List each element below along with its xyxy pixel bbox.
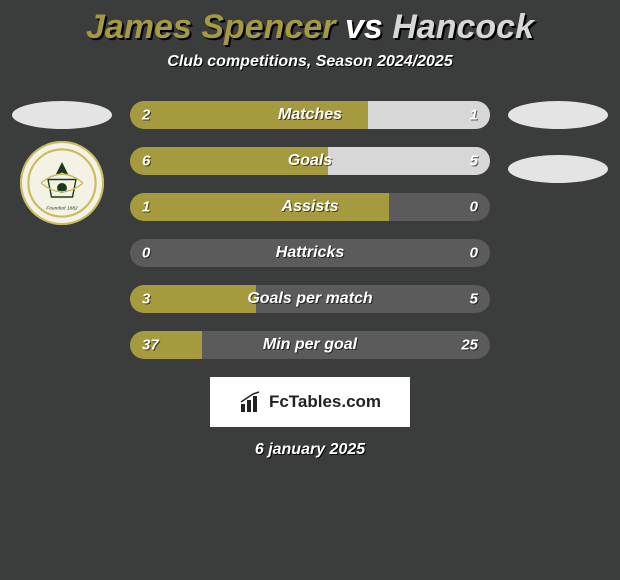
- left-badges: Founded 1882: [12, 101, 112, 225]
- svg-text:Founded 1882: Founded 1882: [46, 206, 78, 212]
- stat-label: Min per goal: [263, 336, 357, 354]
- player1-club-badge: Founded 1882: [20, 141, 104, 225]
- stat-bar: 6 5 Goals: [130, 147, 490, 175]
- stat-bar: 0 0 Hattricks: [130, 239, 490, 267]
- stat-bar: 37 25 Min per goal: [130, 331, 490, 359]
- stat-value-left: 1: [142, 199, 150, 216]
- player1-name: James Spencer: [86, 8, 336, 46]
- stat-bar: 3 5 Goals per match: [130, 285, 490, 313]
- stat-value-left: 6: [142, 153, 150, 170]
- stat-value-right: 5: [470, 153, 478, 170]
- stat-bars: 2 1 Matches 6 5 Goals 1 0 Assists 0 0 Hattricks 3 5 Go…: [130, 101, 490, 359]
- player1-placeholder-oval: [12, 101, 112, 129]
- stat-value-left: 3: [142, 291, 150, 308]
- stat-label: Goals: [288, 152, 332, 170]
- stat-bar: 1 0 Assists: [130, 193, 490, 221]
- brand-text: FcTables.com: [269, 392, 381, 412]
- stat-value-right: 0: [470, 245, 478, 262]
- subtitle: Club competitions, Season 2024/2025: [0, 53, 620, 71]
- stat-label: Matches: [278, 106, 342, 124]
- brand-icon: [239, 390, 263, 414]
- stat-label: Assists: [282, 198, 339, 216]
- vs-label: vs: [345, 8, 383, 46]
- stat-value-right: 1: [470, 107, 478, 124]
- stat-value-right: 25: [461, 337, 478, 354]
- stat-value-left: 2: [142, 107, 150, 124]
- stat-label: Goals per match: [247, 290, 372, 308]
- right-badges: [508, 101, 608, 183]
- player2-placeholder-oval-1: [508, 101, 608, 129]
- stat-label: Hattricks: [276, 244, 344, 262]
- stat-value-right: 5: [470, 291, 478, 308]
- date-label: 6 january 2025: [0, 441, 620, 459]
- stat-value-right: 0: [470, 199, 478, 216]
- stat-bar-fill-left: [130, 331, 202, 359]
- stat-bar-fill-left: [130, 193, 389, 221]
- player2-placeholder-oval-2: [508, 155, 608, 183]
- player2-name: Hancock: [392, 8, 534, 46]
- comparison-title: James Spencer vs Hancock: [0, 8, 620, 47]
- brand-badge: FcTables.com: [210, 377, 410, 427]
- stat-bar: 2 1 Matches: [130, 101, 490, 129]
- stat-value-left: 0: [142, 245, 150, 262]
- stat-value-left: 37: [142, 337, 159, 354]
- stat-bar-fill-right: [328, 147, 490, 175]
